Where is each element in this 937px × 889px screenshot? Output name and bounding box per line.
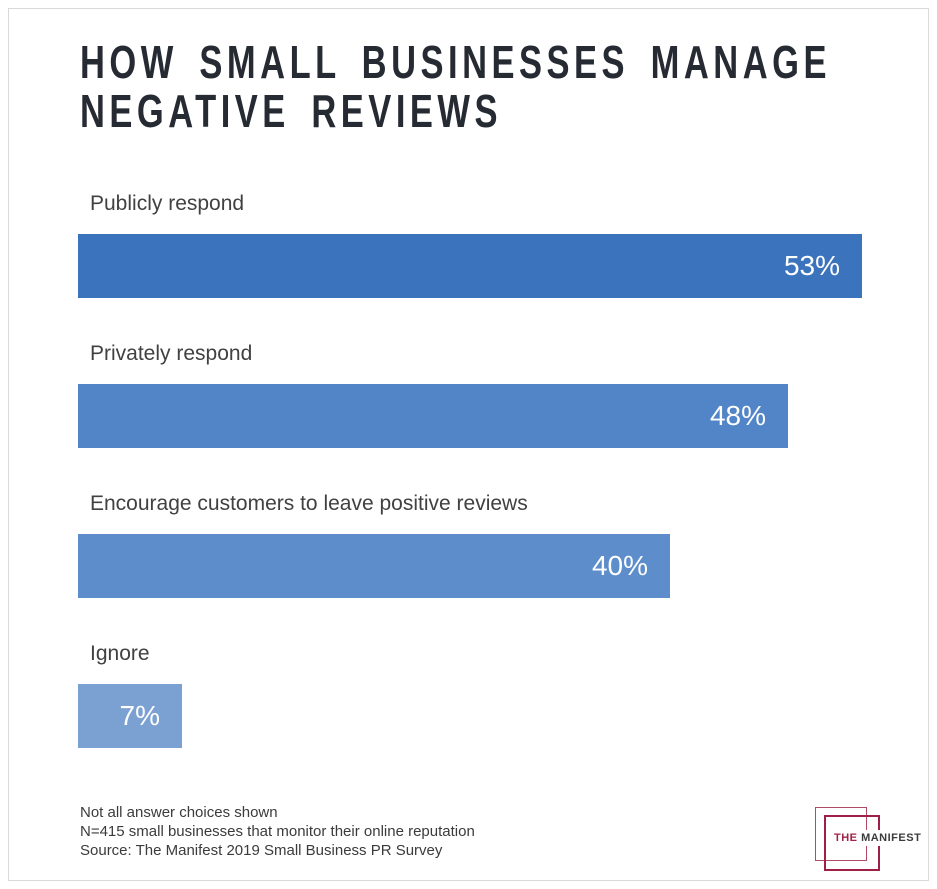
bar-privately-respond: 48% <box>78 384 788 448</box>
bar-value-label: 7% <box>119 700 160 731</box>
logo-text-manifest: MANIFEST <box>861 832 922 844</box>
bar-category-label: Ignore <box>90 642 150 665</box>
bar-ignore: 7% <box>78 684 182 748</box>
bar-row-encourage-positive-reviews: Encourage customers to leave positive re… <box>78 493 899 598</box>
bar-value-label: 40% <box>591 550 648 581</box>
chart-title-line-1: HOW SMALL BUSINESSES MANAGE <box>80 36 831 88</box>
chart-title-line-2: NEGATIVE REVIEWS <box>80 85 502 137</box>
bar-value-label: 48% <box>709 400 766 431</box>
footnote-answer-choices: Not all answer choices shown <box>80 804 278 821</box>
bar-encourage-positive-reviews: 40% <box>78 534 670 598</box>
bar-category-label: Publicly respond <box>90 192 245 215</box>
footnote-sample-size: N=415 small businesses that monitor thei… <box>80 823 475 840</box>
chart-title: HOW SMALL BUSINESSES MANAGE NEGATIVE REV… <box>80 38 831 136</box>
bar-row-privately-respond: Privately respond 48% <box>78 343 899 448</box>
footnote-source: Source: The Manifest 2019 Small Business… <box>80 842 443 859</box>
logo-wordmark: THE MANIFEST <box>831 830 925 846</box>
manifest-logo: THE MANIFEST <box>813 800 925 872</box>
bar-chart: Publicly respond 53% Privately respond 4… <box>78 193 899 793</box>
bar-row-publicly-respond: Publicly respond 53% <box>78 193 899 298</box>
bar-row-ignore: Ignore 7% <box>78 643 899 748</box>
bar-category-label: Privately respond <box>90 342 253 365</box>
bar-category-label: Encourage customers to leave positive re… <box>90 492 528 515</box>
bar-value-label: 53% <box>783 250 840 281</box>
bar-publicly-respond: 53% <box>78 234 862 298</box>
footnotes: Not all answer choices shown N=415 small… <box>80 803 475 860</box>
logo-text-the: THE <box>834 832 858 844</box>
